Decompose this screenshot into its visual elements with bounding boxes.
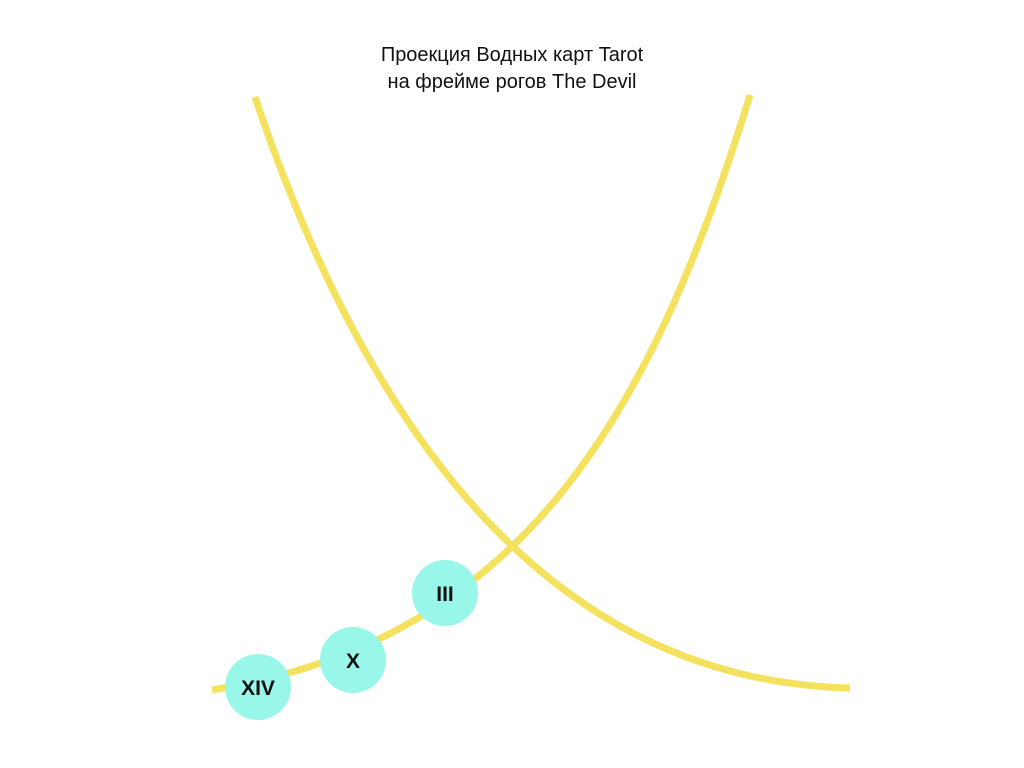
right-horn-curve xyxy=(211,93,754,694)
left-horn-curve xyxy=(251,95,851,692)
node-x-circle xyxy=(320,627,386,693)
node-iii: III xyxy=(412,560,478,626)
diagram-title: Проекция Водных карт Tarot на фрейме рог… xyxy=(0,42,1024,96)
node-x: X xyxy=(320,627,386,693)
node-x-label: X xyxy=(346,650,360,673)
node-iii-circle xyxy=(412,560,478,626)
title-line-1: Проекция Водных карт Tarot xyxy=(380,44,644,66)
node-xiv-circle xyxy=(225,654,291,720)
node-xiv: XIV xyxy=(225,654,291,720)
node-iii-label: III xyxy=(436,583,454,606)
title-line-2: на фрейме рогов The Devil xyxy=(387,71,637,93)
node-xiv-label: XIV xyxy=(241,677,275,700)
